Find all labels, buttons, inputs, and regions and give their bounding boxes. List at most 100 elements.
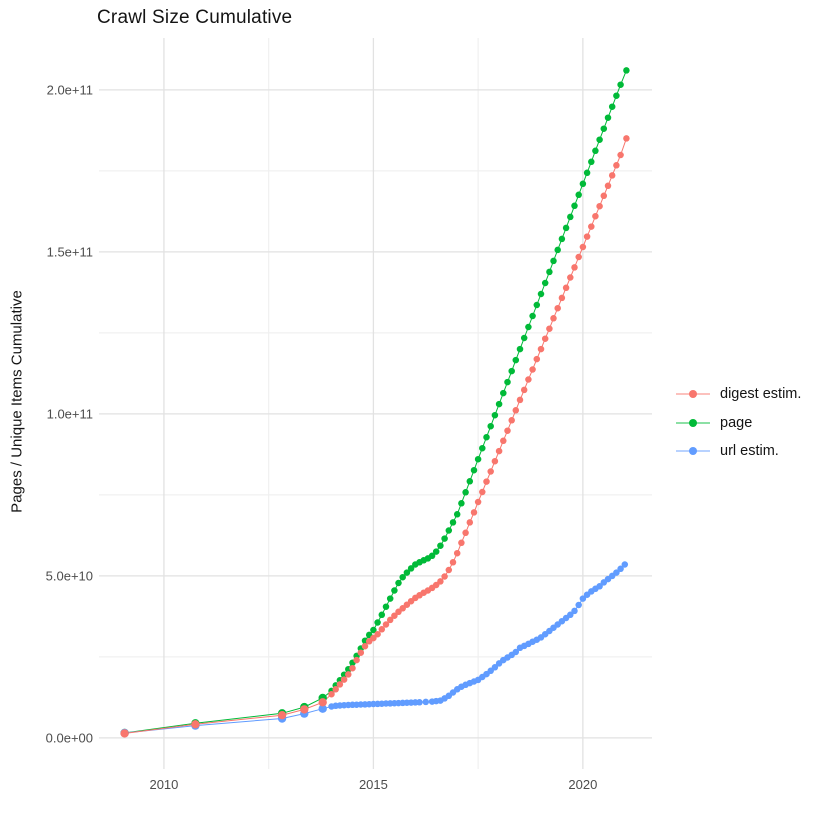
data-point-digestestim bbox=[462, 529, 469, 537]
data-point-digestestim bbox=[596, 202, 603, 210]
data-point-digestestim bbox=[487, 468, 494, 475]
data-point-page bbox=[525, 323, 532, 331]
data-point-page bbox=[462, 489, 469, 496]
data-point-digestestim bbox=[567, 274, 574, 281]
legend-item-digestestim: digest estim. bbox=[676, 380, 801, 409]
data-point-digestestim bbox=[520, 386, 528, 394]
data-point-urlestim bbox=[491, 664, 499, 671]
x-tick-label: 2020 bbox=[568, 777, 597, 792]
data-point-digestestim bbox=[623, 135, 630, 142]
data-point-digestestim bbox=[504, 427, 511, 434]
legend: digest estim. page url estim. bbox=[676, 380, 801, 466]
legend-key-icon bbox=[676, 414, 710, 431]
data-point-digestestim bbox=[370, 634, 377, 642]
data-point-page bbox=[474, 455, 482, 463]
data-point-page bbox=[529, 312, 536, 320]
data-point-page bbox=[391, 587, 398, 594]
data-point-urlestim bbox=[512, 648, 520, 656]
data-point-page bbox=[466, 478, 474, 485]
data-point-page bbox=[583, 169, 591, 177]
data-point-page bbox=[403, 569, 411, 576]
data-point-digestestim bbox=[537, 345, 545, 353]
x-tick-label: 2010 bbox=[149, 777, 178, 792]
series-line-digestestim bbox=[124, 138, 627, 734]
data-point-page bbox=[508, 367, 515, 375]
data-point-digestestim bbox=[541, 335, 549, 342]
data-point-page bbox=[386, 595, 394, 602]
series-line-urlestim bbox=[124, 564, 626, 734]
data-point-digestestim bbox=[466, 519, 474, 526]
data-point-digestestim bbox=[604, 182, 612, 190]
data-point-digestestim bbox=[592, 212, 599, 220]
data-point-digestestim bbox=[525, 376, 532, 383]
data-point-urlestim bbox=[617, 565, 624, 573]
data-point-digestestim bbox=[336, 681, 344, 688]
data-point-digestestim bbox=[382, 621, 390, 628]
data-point-urlestim bbox=[613, 569, 620, 576]
y-tick-label: 1.0e+11 bbox=[47, 406, 93, 421]
legend-label: digest estim. bbox=[720, 386, 802, 403]
data-point-page bbox=[550, 257, 557, 265]
data-point-urlestim bbox=[416, 699, 423, 706]
data-point-digestestim bbox=[562, 284, 570, 292]
data-point-page bbox=[571, 202, 578, 210]
data-point-page bbox=[504, 378, 511, 386]
data-point-urlestim bbox=[318, 704, 327, 713]
data-point-digestestim bbox=[554, 304, 561, 312]
data-point-page bbox=[399, 573, 406, 581]
data-point-digestestim bbox=[349, 664, 356, 672]
data-point-page bbox=[613, 92, 620, 99]
data-point-digestestim bbox=[558, 294, 566, 302]
data-point-page bbox=[558, 235, 566, 243]
legend-item-page: page bbox=[676, 409, 801, 438]
data-point-page bbox=[483, 433, 490, 441]
legend-key-dot bbox=[689, 418, 697, 427]
data-point-digestestim bbox=[508, 417, 515, 424]
data-point-digestestim bbox=[437, 578, 444, 585]
data-point-page bbox=[491, 411, 499, 419]
data-point-digestestim bbox=[491, 457, 499, 465]
data-point-page bbox=[395, 579, 402, 587]
data-point-page bbox=[445, 527, 453, 534]
x-tick-label: 2015 bbox=[359, 777, 388, 792]
data-point-page bbox=[579, 180, 587, 188]
data-point-digestestim bbox=[328, 690, 335, 698]
data-point-page bbox=[453, 511, 461, 518]
data-point-page bbox=[600, 125, 608, 132]
data-point-digestestim bbox=[500, 437, 507, 445]
data-point-page bbox=[546, 268, 553, 276]
data-point-digestestim bbox=[550, 315, 557, 322]
legend-item-urlestim: url estim. bbox=[676, 437, 801, 466]
data-point-page bbox=[537, 290, 545, 298]
data-point-page bbox=[608, 103, 616, 110]
data-point-digestestim bbox=[512, 407, 520, 414]
data-point-page bbox=[575, 191, 582, 199]
data-point-urlestim bbox=[422, 698, 430, 706]
data-point-urlestim bbox=[621, 561, 629, 568]
data-point-digestestim bbox=[495, 447, 503, 455]
data-point-digestestim bbox=[120, 729, 129, 738]
data-point-digestestim bbox=[470, 509, 478, 516]
data-point-digestestim bbox=[361, 642, 369, 650]
data-point-urlestim bbox=[579, 595, 587, 602]
data-point-urlestim bbox=[571, 607, 578, 615]
data-point-digestestim bbox=[453, 549, 461, 557]
data-point-page bbox=[407, 565, 415, 572]
data-point-digestestim bbox=[445, 566, 453, 574]
data-point-digestestim bbox=[617, 151, 624, 159]
data-point-digestestim bbox=[357, 649, 365, 656]
data-point-page bbox=[449, 519, 457, 526]
data-point-page bbox=[617, 81, 624, 88]
legend-label: page bbox=[720, 414, 753, 431]
data-point-page bbox=[520, 334, 528, 342]
data-point-digestestim bbox=[588, 223, 595, 230]
data-point-page bbox=[370, 626, 377, 634]
data-point-page bbox=[437, 542, 444, 549]
data-point-digestestim bbox=[345, 671, 352, 678]
data-point-digestestim bbox=[583, 233, 591, 240]
data-point-digestestim bbox=[479, 488, 486, 496]
data-point-digestestim bbox=[441, 573, 448, 580]
data-point-page bbox=[516, 345, 524, 353]
